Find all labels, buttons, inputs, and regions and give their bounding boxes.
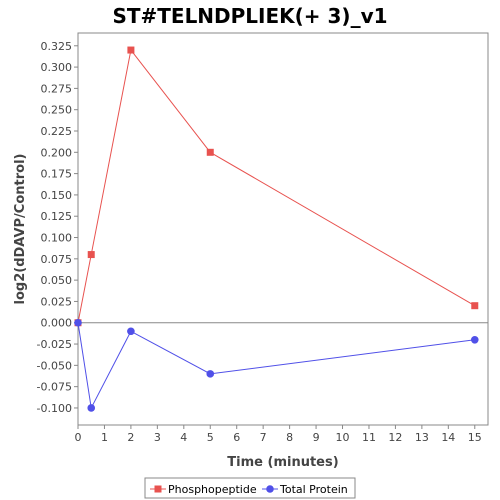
x-tick-label: 14 [441,431,455,444]
x-tick-label: 1 [101,431,108,444]
data-point-total-protein [87,404,96,412]
y-tick-label: 0.250 [41,104,73,117]
x-tick-label: 7 [260,431,267,444]
legend-label-total-protein: Total Protein [279,483,348,496]
x-axis: 0 1 2 3 4 5 6 7 8 9 10 11 12 13 14 15 [75,425,482,444]
y-tick-label: -0.100 [37,402,72,415]
data-point-phosphopeptide [87,251,95,259]
y-tick-label: 0.050 [41,274,73,287]
x-tick-label: 5 [207,431,214,444]
chart-title: ST#TELNDPLIEK(+ 3)_v1 [112,4,387,28]
y-tick-label: 0.325 [41,40,73,53]
y-tick-label: 0.075 [41,253,73,266]
y-tick-label: 0.025 [41,295,73,308]
data-point-total-protein [74,318,82,327]
data-point-phosphopeptide [206,148,214,156]
plot-area [77,32,489,426]
y-tick-label: 0.175 [41,168,73,181]
x-tick-label: 9 [313,431,320,444]
x-tick-label: 12 [388,431,402,444]
x-tick-label: 4 [180,431,187,444]
x-tick-label: 15 [468,431,482,444]
x-tick-label: 10 [336,431,350,444]
y-axis-label: log2(dDAVP/Control) [13,154,28,305]
y-tick-label: 0.200 [41,146,73,159]
data-point-total-protein [470,335,479,344]
legend-label-phosphopeptide: Phosphopeptide [168,483,257,496]
data-point-total-protein [127,327,135,336]
x-tick-label: 6 [233,431,240,444]
legend-marker-phosphopeptide [154,485,162,493]
y-axis: -0.100 -0.075 -0.050 -0.025 0.000 0.025 0.050 0… [37,40,78,415]
x-tick-label: 2 [127,431,134,444]
y-tick-label: -0.075 [37,381,72,394]
y-tick-label: 0.300 [41,61,73,74]
data-point-phosphopeptide [471,302,479,310]
x-tick-label: 11 [362,431,376,444]
y-tick-label: -0.025 [37,338,72,351]
legend-box [144,477,356,499]
data-point-phosphopeptide [127,46,135,54]
x-axis-label: Time (minutes) [227,455,338,470]
x-tick-label: 3 [154,431,161,444]
y-tick-label: 0.125 [41,210,73,223]
y-tick-label: 0.000 [41,317,73,330]
x-tick-label: 0 [75,431,82,444]
x-tick-label: 8 [286,431,293,444]
series-layer [74,46,479,412]
y-tick-label: 0.225 [41,125,73,138]
legend: Phosphopeptide Total Protein [144,477,356,499]
data-point-total-protein [206,370,215,378]
x-tick-label: 13 [415,431,429,444]
y-tick-label: 0.100 [41,232,73,245]
y-tick-label: 0.275 [41,82,73,95]
y-tick-label: -0.050 [37,359,72,372]
y-tick-label: 0.150 [41,189,73,202]
legend-marker-total-protein [266,485,274,493]
